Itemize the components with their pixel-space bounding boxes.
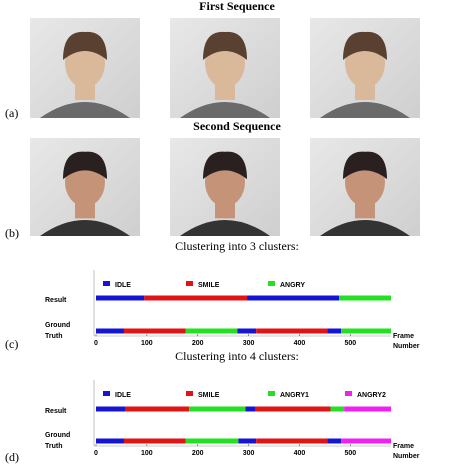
segment xyxy=(245,406,256,412)
photo-hair xyxy=(343,31,387,60)
legend-swatch xyxy=(103,391,110,396)
segment xyxy=(96,295,145,301)
legend-label: SMILE xyxy=(198,282,220,289)
photo-hair xyxy=(343,151,387,180)
segment xyxy=(123,438,186,444)
segment xyxy=(124,406,190,412)
row-label: Truth xyxy=(45,443,63,450)
legend-swatch xyxy=(186,281,193,286)
legend-swatch xyxy=(186,391,193,396)
chart-title: Clustering into 4 clusters: xyxy=(175,349,299,363)
legend-swatch xyxy=(103,281,110,286)
chart-label: (d) xyxy=(5,450,19,464)
segment xyxy=(341,328,391,334)
photo-hair xyxy=(63,151,107,180)
chart-label: (c) xyxy=(5,337,18,351)
photo-shirt xyxy=(40,102,130,118)
x-tick-label: 0 xyxy=(94,450,98,457)
x-tick-label: 300 xyxy=(243,340,255,347)
row-label: Ground xyxy=(45,432,70,439)
x-tick-label: 0 xyxy=(94,340,98,347)
panel-label: (a) xyxy=(5,106,18,120)
photo-shirt xyxy=(40,220,130,236)
segment xyxy=(185,438,239,444)
segment xyxy=(96,328,124,334)
legend-label: IDLE xyxy=(115,392,131,399)
x-tick-label: 100 xyxy=(141,450,153,457)
segment xyxy=(96,406,125,412)
segment xyxy=(327,328,342,334)
photo-shirt xyxy=(180,220,270,236)
legend-swatch xyxy=(268,281,275,286)
photo-shirt xyxy=(320,220,410,236)
photo-shirt xyxy=(320,102,410,118)
photo-hair xyxy=(203,31,247,60)
photo-hair xyxy=(63,31,107,60)
segment xyxy=(123,328,186,334)
legend-label: ANGRY1 xyxy=(280,392,309,399)
row-label: Ground xyxy=(45,322,70,329)
row-label: Result xyxy=(45,297,67,304)
x-tick-label: 200 xyxy=(192,340,204,347)
x-tick-label: 400 xyxy=(294,340,306,347)
panel-label: (b) xyxy=(5,226,19,240)
segment xyxy=(96,438,124,444)
segment xyxy=(256,438,328,444)
row-label: Result xyxy=(45,408,67,415)
x-tick-label: 500 xyxy=(344,340,356,347)
segment xyxy=(237,328,257,334)
legend-label: ANGRY xyxy=(280,282,305,289)
panel-title: Second Sequence xyxy=(193,119,281,133)
segment xyxy=(256,328,328,334)
x-tick-label: 500 xyxy=(344,450,356,457)
x-axis-label: Number xyxy=(393,343,420,350)
photo-shirt xyxy=(180,102,270,118)
x-tick-label: 400 xyxy=(294,450,306,457)
row-label: Truth xyxy=(45,333,63,340)
legend-label: ANGRY2 xyxy=(357,392,386,399)
segment xyxy=(144,295,248,301)
photo-hair xyxy=(203,151,247,180)
legend-label: SMILE xyxy=(198,392,220,399)
segment xyxy=(327,438,342,444)
segment xyxy=(238,438,257,444)
x-tick-label: 200 xyxy=(192,450,204,457)
segment xyxy=(185,328,238,334)
segment xyxy=(330,406,345,412)
segment xyxy=(255,406,331,412)
segment xyxy=(344,406,391,412)
legend-swatch xyxy=(268,391,275,396)
segment xyxy=(189,406,246,412)
segment xyxy=(339,295,391,301)
x-tick-label: 300 xyxy=(243,450,255,457)
x-axis-label: Frame xyxy=(393,333,414,340)
panel-title: First Sequence xyxy=(199,0,275,13)
x-tick-label: 100 xyxy=(141,340,153,347)
legend-label: IDLE xyxy=(115,282,131,289)
legend-swatch xyxy=(345,391,352,396)
photo-rows xyxy=(30,18,420,236)
x-axis-label: Number xyxy=(393,453,420,460)
chart-title: Clustering into 3 clusters: xyxy=(175,239,299,253)
segment xyxy=(247,295,340,301)
segment xyxy=(341,438,391,444)
x-axis-label: Frame xyxy=(393,443,414,450)
